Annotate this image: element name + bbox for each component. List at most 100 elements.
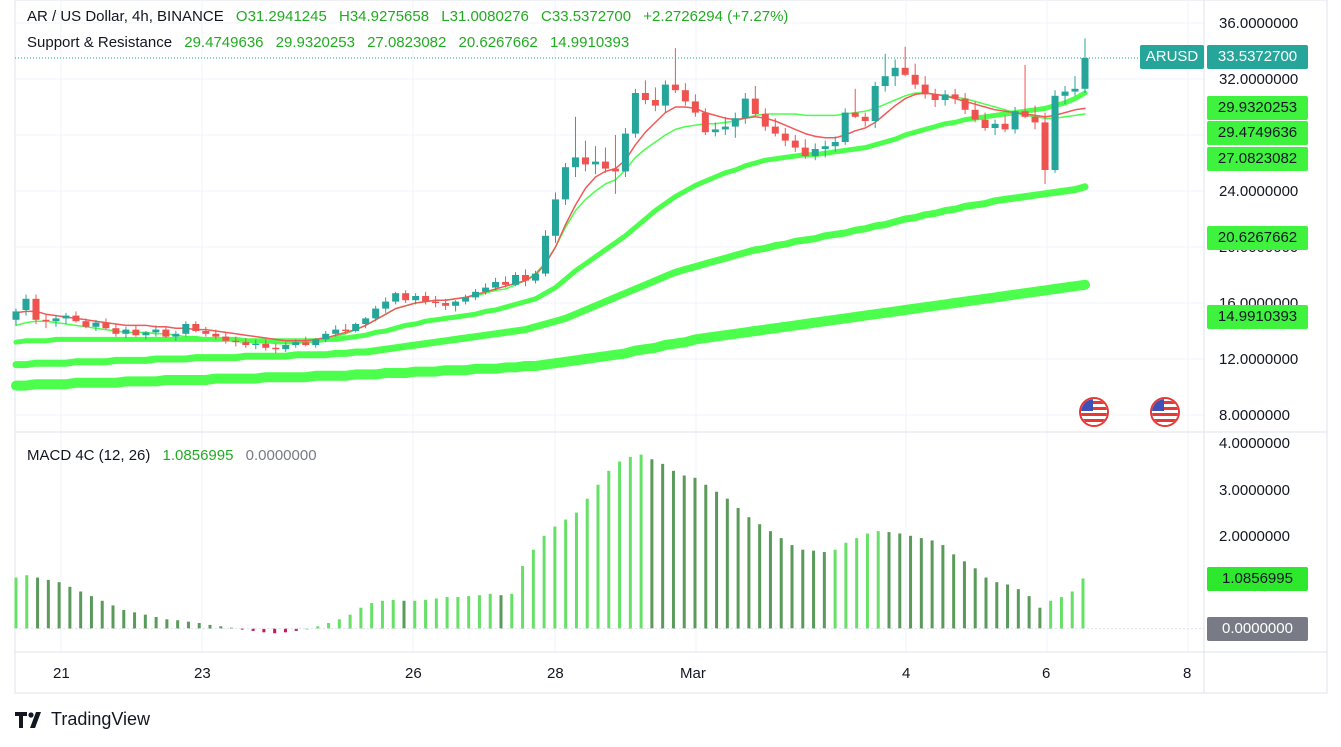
macd-bar <box>413 600 417 629</box>
macd-bar <box>521 565 525 629</box>
candle-body <box>991 123 999 128</box>
candle-body <box>422 296 430 302</box>
macd-value-badge: 1.0856995 <box>1207 567 1308 591</box>
candle-body <box>332 329 340 334</box>
macd-bar <box>176 620 180 629</box>
candle-body <box>492 282 500 288</box>
macd-bar <box>779 538 783 629</box>
ma-line-3 <box>13 90 1088 345</box>
candle-body <box>502 282 510 285</box>
candle-body <box>162 329 170 337</box>
macd-bar <box>736 507 740 629</box>
macd-bar <box>876 531 880 629</box>
sr-value-3: 27.0823082 <box>367 34 447 51</box>
candle-body <box>941 94 949 100</box>
candle-body <box>372 308 380 319</box>
sr-value-2: 29.9320253 <box>275 34 355 51</box>
macd-bar <box>294 628 298 631</box>
candle-body <box>512 275 520 285</box>
change-value: +2.2726294 (+7.27%) <box>643 8 789 25</box>
macd-bar <box>962 561 966 629</box>
ma-line-5 <box>11 279 1090 391</box>
macd-tick: 3.0000000 <box>1219 482 1290 499</box>
candle-body <box>202 331 210 334</box>
us-flag-event-icon[interactable] <box>1079 397 1109 427</box>
macd-bar <box>197 623 201 629</box>
candle-body <box>851 112 859 117</box>
candle-body <box>861 116 869 121</box>
candle-body <box>482 287 490 292</box>
sr-level-badge: 20.6267662 <box>1207 226 1308 250</box>
candle-body <box>671 84 679 91</box>
macd-tick: 2.0000000 <box>1219 528 1290 545</box>
macd-bar <box>822 552 826 629</box>
macd-bar <box>79 591 83 629</box>
candle-body <box>72 315 80 322</box>
macd-bar <box>283 628 287 633</box>
candle-body <box>711 129 719 133</box>
candle-body <box>392 293 400 302</box>
macd-bar <box>348 614 352 629</box>
macd-bar <box>833 549 837 629</box>
time-tick: 6 <box>1042 665 1051 682</box>
candle-body <box>542 235 550 274</box>
candle-body <box>192 324 200 331</box>
macd-bar <box>467 596 471 629</box>
candle-body <box>112 328 120 334</box>
candle-body <box>1001 123 1009 130</box>
candle-body <box>352 324 360 331</box>
candle-body <box>452 301 460 306</box>
macd-bar <box>1081 578 1085 629</box>
macd-bar <box>36 577 40 629</box>
candle-body <box>581 157 589 165</box>
time-tick: 8 <box>1183 665 1192 682</box>
macd-bar <box>154 617 158 629</box>
symbol-line: AR / US Dollar, 4h, BINANCE <box>27 8 224 25</box>
macd-bar <box>628 456 632 629</box>
candle-body <box>32 298 40 320</box>
candle-body <box>52 318 60 322</box>
candle-body <box>242 342 250 345</box>
macd-bar <box>1059 597 1063 629</box>
candle-body <box>931 94 939 100</box>
candle-body <box>1061 91 1069 96</box>
price-tick: 8.0000000 <box>1219 407 1290 424</box>
macd-bar <box>133 612 137 629</box>
macd-legend[interactable]: MACD 4C (12, 26) 1.0856995 0.0000000 <box>27 447 325 464</box>
macd-bar <box>607 470 611 629</box>
macd-bar <box>790 545 794 629</box>
macd-bar <box>1038 607 1042 629</box>
us-flag-event-icon[interactable] <box>1150 397 1180 427</box>
candle-body <box>621 133 629 172</box>
candle-body <box>561 167 569 200</box>
candle-body <box>152 329 160 333</box>
macd-bar <box>251 628 255 631</box>
candle-body <box>312 339 320 345</box>
macd-bar <box>898 533 902 629</box>
ma-line-4 <box>12 183 1089 369</box>
macd-bar <box>25 575 29 629</box>
candle-body <box>901 67 909 75</box>
candle-body <box>1071 88 1079 92</box>
macd-bar <box>585 498 589 629</box>
candle-body <box>811 149 819 156</box>
candle-body <box>961 98 969 110</box>
macd-bar <box>424 599 428 629</box>
candle-body <box>142 332 150 336</box>
candle-body <box>1081 58 1089 89</box>
candle-body <box>771 126 779 134</box>
sr-legend[interactable]: Support & Resistance 29.4749636 29.93202… <box>27 34 637 51</box>
macd-bar <box>909 535 913 629</box>
candle-body <box>22 298 30 310</box>
macd-bar <box>100 600 104 629</box>
macd-bar <box>574 512 578 629</box>
candle-body <box>891 67 899 77</box>
macd-bar <box>758 524 762 629</box>
macd-bar <box>725 498 729 629</box>
macd-bar <box>14 577 18 629</box>
candle-body <box>911 74 919 85</box>
candle-body <box>841 112 849 142</box>
candle-body <box>322 333 330 340</box>
close-value: C33.5372700 <box>541 8 632 25</box>
